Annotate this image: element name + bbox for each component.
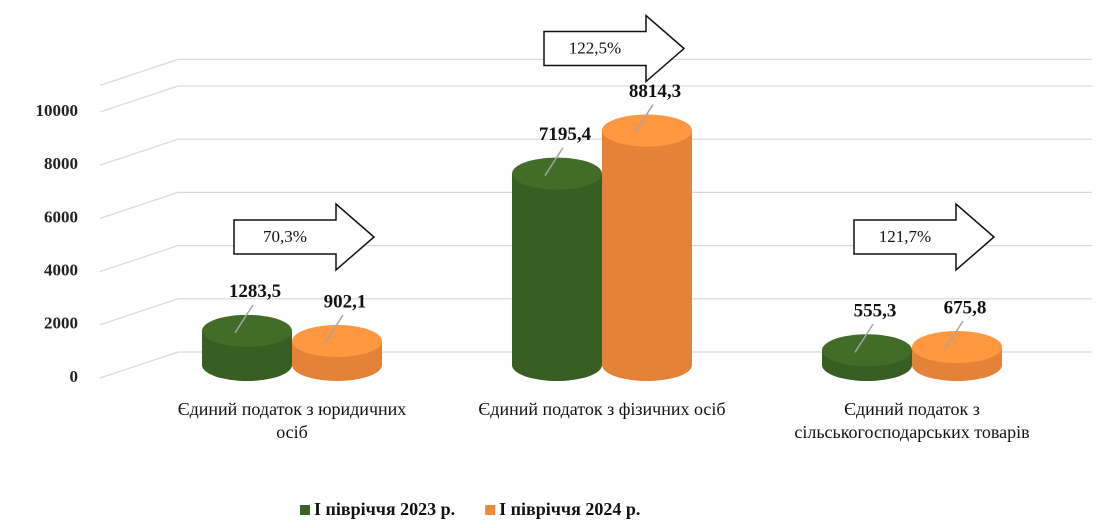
leader-line — [854, 323, 874, 353]
y-tick-label: 0 — [70, 367, 79, 386]
grid-line — [99, 191, 1092, 219]
annotation-arrow — [233, 202, 376, 272]
bar — [822, 334, 912, 381]
legend-label: І півріччя 2023 р. — [314, 499, 455, 519]
leader-line — [634, 104, 654, 133]
value-label: 555,3 — [854, 301, 897, 322]
leader-line — [234, 304, 254, 334]
annotation: 122,5% — [569, 38, 621, 57]
legend-swatch — [300, 505, 310, 515]
grid-line — [99, 138, 1092, 166]
bar — [912, 331, 1002, 381]
bar — [512, 157, 602, 381]
annotation-arrow — [853, 202, 996, 272]
leader-line — [544, 147, 564, 177]
value-label: 7195,4 — [539, 124, 592, 145]
grid-line — [99, 298, 1092, 326]
annotation: 70,3% — [263, 227, 307, 246]
y-tick-label: 4000 — [44, 261, 78, 280]
legend-swatch — [485, 505, 496, 515]
bar — [202, 314, 292, 381]
annotation-arrow — [543, 13, 686, 84]
value-label: 902,1 — [324, 291, 367, 312]
grid-line — [99, 351, 1092, 379]
y-tick-label: 10000 — [36, 101, 79, 120]
leader-line — [944, 320, 964, 350]
bar — [292, 325, 382, 381]
x-tick-label: Єдиний податок з сільськогосподарських т… — [794, 399, 1030, 442]
x-tick-label: Єдиний податок з фізичних осіб — [478, 399, 726, 419]
x-tick-label: Єдиний податок з юридичних осіб — [177, 399, 407, 442]
leader-line — [324, 314, 344, 344]
y-tick-label: 2000 — [44, 314, 78, 333]
grid-line — [99, 58, 1092, 86]
value-label: 8814,3 — [629, 81, 681, 102]
grid-line — [99, 85, 1092, 113]
grid-line — [99, 245, 1092, 273]
value-label: 1283,5 — [229, 281, 281, 302]
annotation: 121,7% — [879, 227, 931, 246]
bar — [602, 114, 692, 381]
value-label: 675,8 — [944, 297, 987, 318]
y-tick-label: 6000 — [44, 207, 78, 226]
y-tick-label: 8000 — [44, 154, 78, 173]
legend-label: І півріччя 2024 р. — [499, 499, 640, 519]
